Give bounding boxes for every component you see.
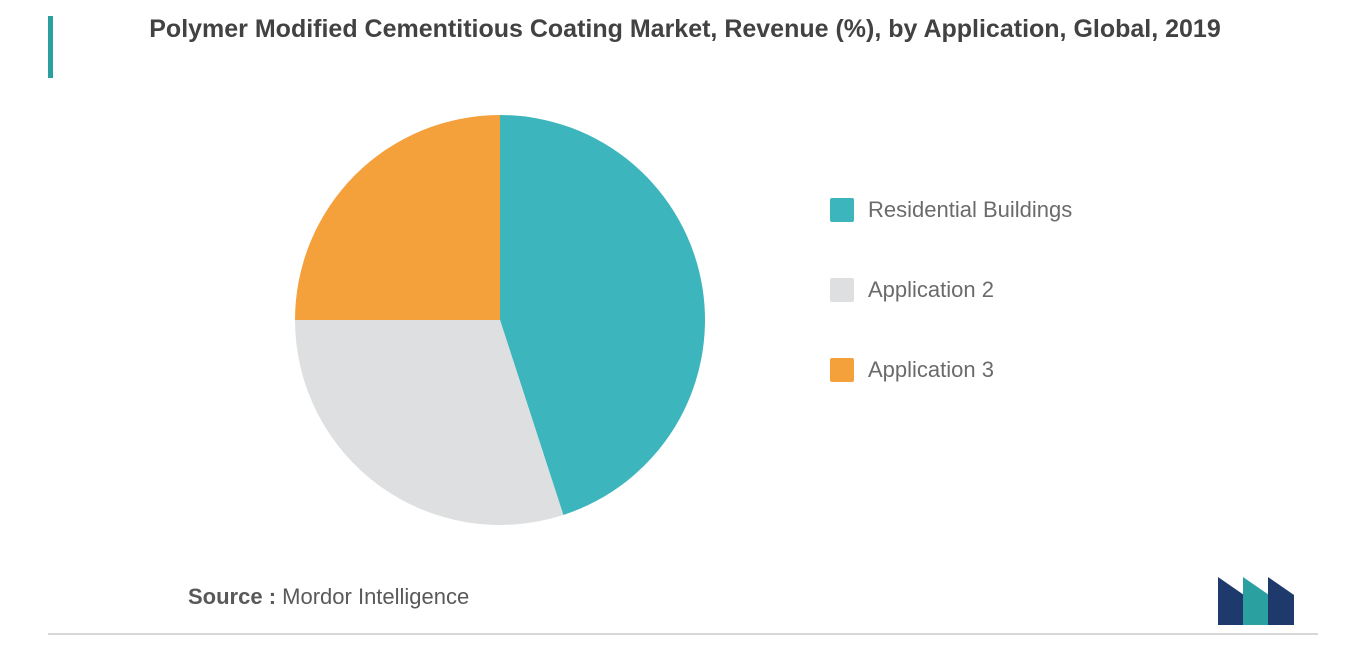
- accent-bar: [48, 16, 53, 78]
- legend-label: Application 3: [868, 357, 994, 383]
- source-label: Source :: [188, 584, 276, 609]
- brand-logo: [1218, 577, 1314, 625]
- logo-svg: [1218, 577, 1314, 625]
- legend-item: Application 2: [830, 275, 1072, 305]
- legend-swatch: [830, 358, 854, 382]
- pie-chart: [290, 110, 710, 530]
- source-line: Source : Mordor Intelligence: [188, 584, 469, 610]
- chart-title: Polymer Modified Cementitious Coating Ma…: [64, 14, 1306, 45]
- logo-bar: [1268, 577, 1294, 625]
- legend-item: Residential Buildings: [830, 195, 1072, 225]
- legend-item: Application 3: [830, 355, 1072, 385]
- legend-label: Application 2: [868, 277, 994, 303]
- pie-svg: [290, 110, 710, 530]
- logo-bar: [1243, 577, 1269, 625]
- pie-slice: [295, 115, 500, 320]
- footer-rule: [48, 633, 1318, 635]
- legend: Residential Buildings Application 2 Applic…: [830, 195, 1072, 435]
- logo-bar: [1218, 577, 1244, 625]
- legend-swatch: [830, 198, 854, 222]
- legend-label: Residential Buildings: [868, 197, 1072, 223]
- legend-swatch: [830, 278, 854, 302]
- source-value: Mordor Intelligence: [282, 584, 469, 609]
